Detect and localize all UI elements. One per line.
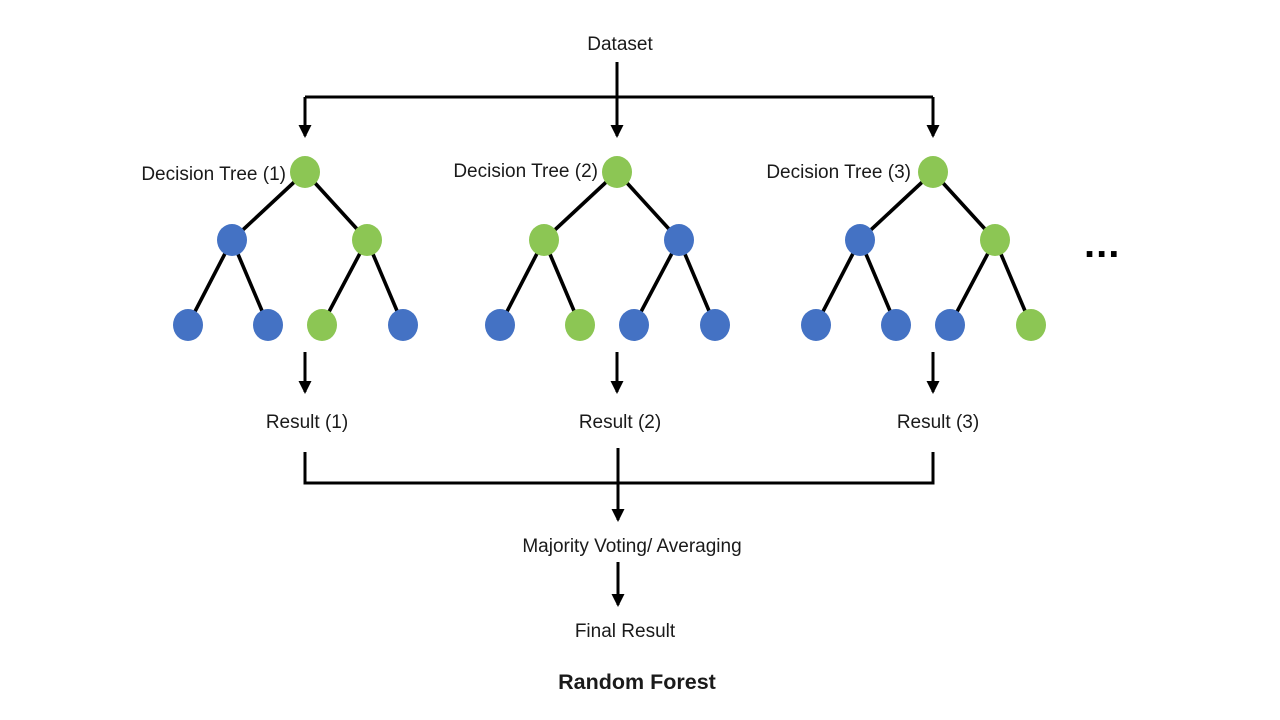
tree-node-internal-left-blue xyxy=(845,224,875,256)
dataset-label: Dataset xyxy=(587,34,653,55)
tree-node-leaf-1-blue xyxy=(801,309,831,341)
tree-node-leaf-4-blue xyxy=(388,309,418,341)
tree-edge xyxy=(814,239,862,326)
tree-node-leaf-1-blue xyxy=(173,309,203,341)
diagram-title: Random Forest xyxy=(558,670,716,694)
tree-edge xyxy=(948,239,997,326)
decision-tree-3 xyxy=(801,156,1046,341)
results-collector-connector xyxy=(303,448,935,607)
tree-node-root-green xyxy=(290,156,320,188)
tree-edge xyxy=(230,170,307,242)
tree-edge xyxy=(542,170,619,242)
trees-layer xyxy=(173,156,1046,341)
tree-to-result-arrows xyxy=(298,352,940,394)
decision-tree-3-label: Decision Tree (3) xyxy=(766,162,911,183)
tree-node-leaf-3-blue xyxy=(935,309,965,341)
tree-node-root-green xyxy=(918,156,948,188)
tree-node-leaf-2-blue xyxy=(253,309,283,341)
decision-tree-2 xyxy=(485,156,730,341)
decision-tree-2-label: Decision Tree (2) xyxy=(453,161,598,182)
tree-edge xyxy=(498,239,546,326)
tree-edge xyxy=(632,239,681,326)
tree-node-internal-right-blue xyxy=(664,224,694,256)
tree-node-leaf-1-blue xyxy=(485,309,515,341)
tree-node-internal-left-blue xyxy=(217,224,247,256)
tree-node-root-green xyxy=(602,156,632,188)
tree-node-leaf-3-blue xyxy=(619,309,649,341)
tree-node-internal-right-green xyxy=(352,224,382,256)
dataset-fanout-connector xyxy=(298,62,940,138)
majority-voting-label: Majority Voting/ Averaging xyxy=(522,536,741,557)
tree-edge xyxy=(858,170,935,242)
tree-node-internal-left-green xyxy=(529,224,559,256)
tree-node-internal-right-green xyxy=(980,224,1010,256)
tree-edge xyxy=(186,239,234,326)
more-trees-ellipsis: ... xyxy=(1084,222,1120,266)
tree-node-leaf-2-green xyxy=(565,309,595,341)
tree-node-leaf-3-green xyxy=(307,309,337,341)
decision-tree-1-label: Decision Tree (1) xyxy=(141,164,286,185)
result-2-label: Result (2) xyxy=(579,412,661,433)
tree-edge xyxy=(320,239,369,326)
tree-node-leaf-4-green xyxy=(1016,309,1046,341)
final-result-label: Final Result xyxy=(575,621,676,642)
tree-node-leaf-2-blue xyxy=(881,309,911,341)
result-1-label: Result (1) xyxy=(266,412,348,433)
result-3-label: Result (3) xyxy=(897,412,979,433)
decision-tree-1 xyxy=(173,156,418,341)
tree-node-leaf-4-blue xyxy=(700,309,730,341)
